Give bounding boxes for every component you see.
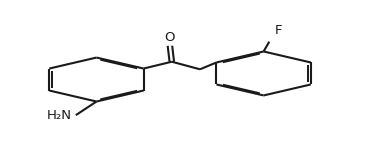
Text: F: F: [275, 24, 282, 37]
Text: H₂N: H₂N: [46, 109, 71, 122]
Text: O: O: [165, 31, 175, 43]
